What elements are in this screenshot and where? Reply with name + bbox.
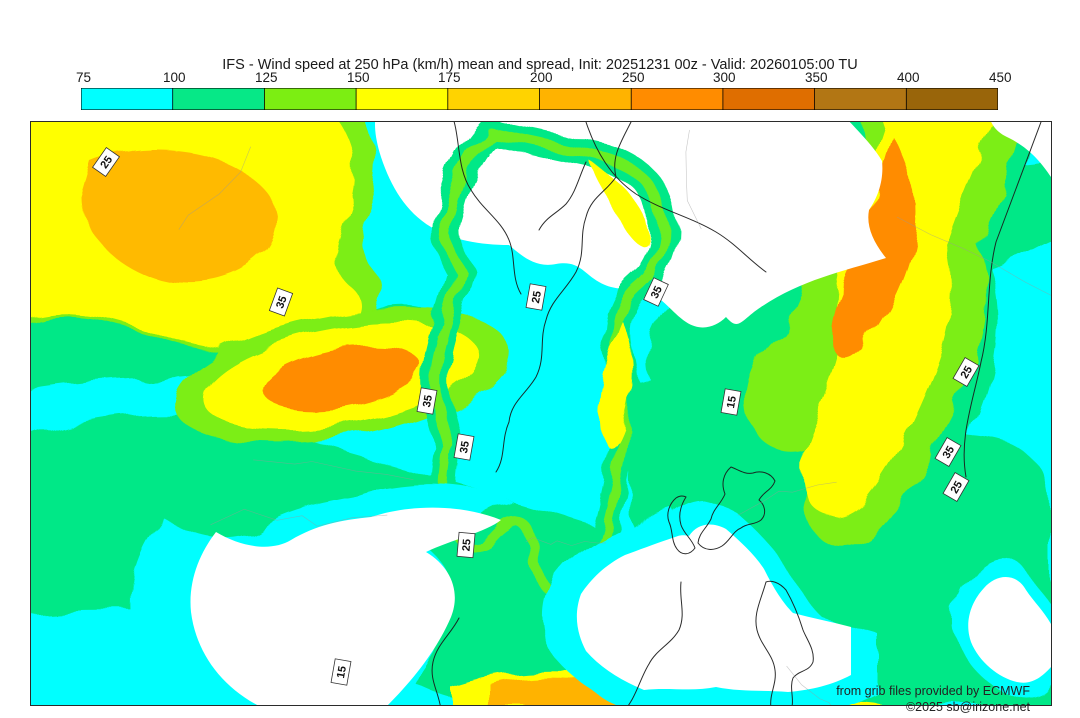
svg-text:35: 35 [458, 440, 472, 454]
svg-text:15: 15 [725, 395, 739, 409]
svg-text:35: 35 [421, 394, 435, 408]
svg-text:15: 15 [335, 665, 349, 679]
svg-text:25: 25 [530, 290, 544, 304]
svg-text:25: 25 [460, 538, 473, 551]
